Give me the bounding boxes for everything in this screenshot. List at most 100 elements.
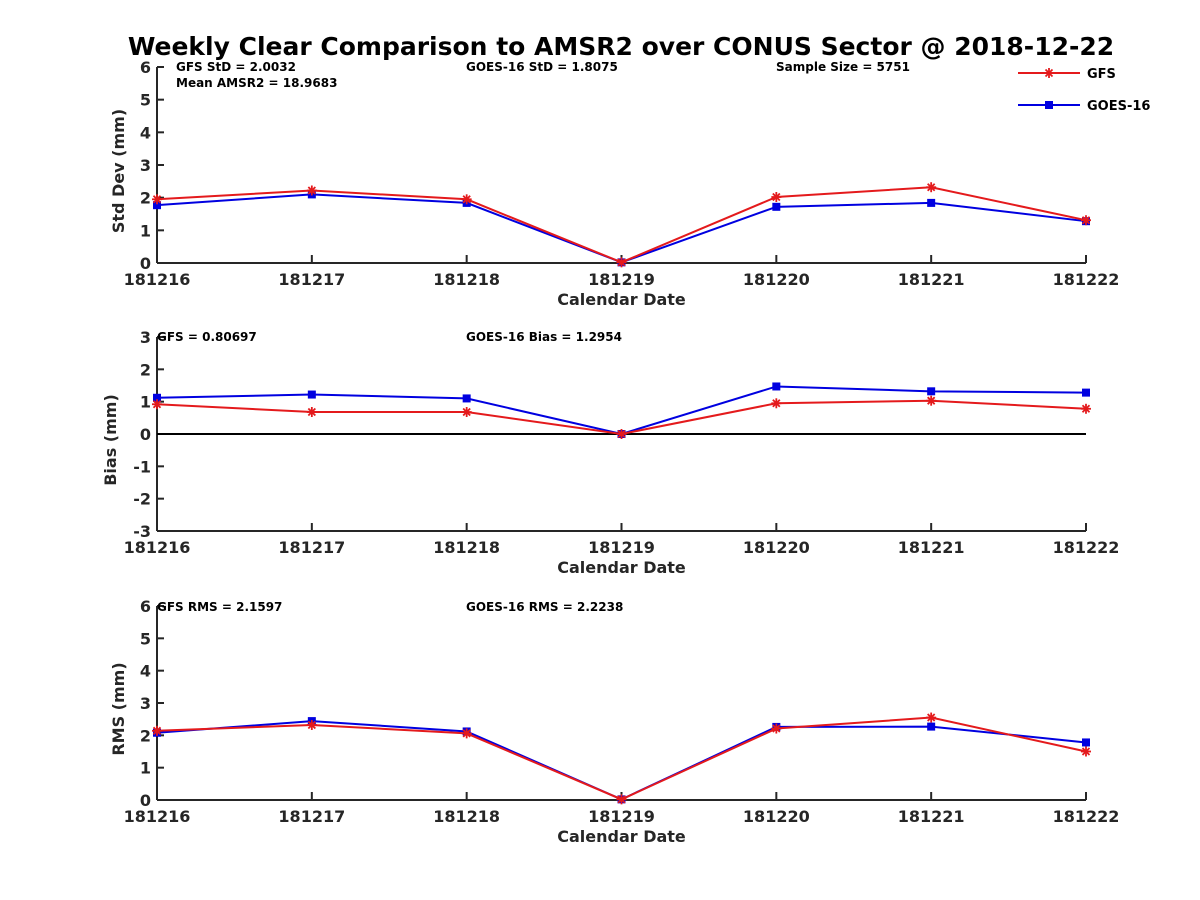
x-axis-label: Calendar Date <box>557 290 686 309</box>
y-tick-label: -3 <box>133 522 151 541</box>
data-point-gfs <box>616 429 627 439</box>
figure-title: Weekly Clear Comparison to AMSR2 over CO… <box>128 32 1114 61</box>
y-tick-label: 5 <box>140 629 151 648</box>
series-line-goes16 <box>156 193 1087 264</box>
data-point-gfs <box>926 395 937 406</box>
data-point-gfs <box>461 194 472 205</box>
data-point-goes16 <box>772 202 781 211</box>
data-point-goes16 <box>927 387 936 396</box>
panel-stddev: 0 1 2 3 4 5 6 181216 181217 181218 181219 181220 181… <box>109 58 1119 309</box>
y-tick-label: 1 <box>140 759 151 778</box>
legend-label-goes16: GOES-16 <box>1087 99 1150 114</box>
annotation-text: Sample Size = 5751 <box>776 60 910 74</box>
x-tick-label: 181221 <box>898 538 965 557</box>
annotation-text: GOES-16 RMS = 2.2238 <box>466 600 623 614</box>
x-tick-label: 181222 <box>1053 807 1120 826</box>
x-tick-label: 181222 <box>1053 538 1120 557</box>
data-point-gfs <box>771 398 782 409</box>
y-tick-label: 1 <box>140 221 151 240</box>
data-point-gfs <box>616 794 627 805</box>
y-tick-label: 0 <box>140 425 151 444</box>
y-tick-label: 2 <box>140 360 151 379</box>
y-tick-label: 0 <box>140 254 151 273</box>
data-point-gfs <box>152 399 162 410</box>
legend-label-gfs: GFS <box>1087 67 1116 82</box>
annotation-text: GFS RMS = 2.1597 <box>157 600 282 614</box>
series-line-gfs <box>156 716 1087 801</box>
y-tick-label: 6 <box>140 58 151 77</box>
y-tick-label: -1 <box>133 457 151 476</box>
data-point-gfs <box>461 407 472 418</box>
y-tick-label: 2 <box>140 726 151 745</box>
data-point-goes16 <box>772 382 781 391</box>
x-tick-label: 181218 <box>433 807 500 826</box>
series-line-gfs <box>156 186 1087 264</box>
y-tick-label: 6 <box>140 597 151 616</box>
y-tick-label: 4 <box>140 123 151 142</box>
data-point-gfs <box>306 407 317 418</box>
annotation-text: GOES-16 StD = 1.8075 <box>466 60 618 74</box>
x-tick-label: 181217 <box>278 270 345 289</box>
x-tick-label: 181218 <box>433 270 500 289</box>
x-tick-label: 181221 <box>898 807 965 826</box>
data-point-gfs <box>1081 746 1091 757</box>
x-tick-label: 181220 <box>743 538 810 557</box>
chart-panels: 0 1 2 3 4 5 6 181216 181217 181218 181219 181220 181… <box>101 58 1119 846</box>
y-axis-label: Std Dev (mm) <box>109 109 128 233</box>
y-tick-label: 4 <box>140 662 151 681</box>
data-point-gfs <box>1081 215 1091 226</box>
data-point-gfs <box>152 725 162 736</box>
legend: GFS GOES-16 <box>1018 67 1150 114</box>
annotation-text: GOES-16 Bias = 1.2954 <box>466 330 622 344</box>
data-point-gfs <box>771 723 782 734</box>
data-point-gfs <box>616 257 627 268</box>
y-tick-label: 1 <box>140 393 151 412</box>
data-point-goes16 <box>1082 738 1090 747</box>
series-line-goes16 <box>156 720 1087 801</box>
annotation-text: GFS StD = 2.0032 <box>176 60 296 74</box>
annotation-text: GFS = 0.80697 <box>157 330 257 344</box>
legend-marker-gfs-glyph <box>1044 68 1054 78</box>
data-point-gfs <box>926 712 937 723</box>
y-tick-label: -2 <box>133 490 151 509</box>
x-tick-label: 181216 <box>124 538 191 557</box>
data-point-gfs <box>461 728 472 739</box>
data-point-gfs <box>306 185 317 196</box>
x-tick-label: 181221 <box>898 270 965 289</box>
y-axis-label: RMS (mm) <box>109 662 128 755</box>
legend-marker-goes16 <box>1045 101 1053 109</box>
data-point-goes16 <box>307 390 316 399</box>
y-tick-label: 5 <box>140 91 151 110</box>
data-point-gfs <box>306 719 317 730</box>
x-tick-label: 181217 <box>278 807 345 826</box>
x-tick-label: 181222 <box>1053 270 1120 289</box>
x-axis-label: Calendar Date <box>557 558 686 577</box>
x-tick-label: 181218 <box>433 538 500 557</box>
series-line-goes16 <box>156 385 1087 436</box>
y-tick-label: 0 <box>140 791 151 810</box>
data-point-goes16 <box>927 722 936 731</box>
x-tick-label: 181216 <box>124 807 191 826</box>
x-tick-label: 181220 <box>743 270 810 289</box>
panel-bias: -3 -2 -1 0 1 2 3 181216 181217 181218 181219 181220… <box>101 328 1119 577</box>
x-tick-label: 181219 <box>588 538 655 557</box>
data-point-goes16 <box>927 198 936 207</box>
data-point-goes16 <box>462 394 471 403</box>
y-tick-label: 3 <box>140 328 151 347</box>
x-axis-label: Calendar Date <box>557 827 686 846</box>
y-tick-label: 2 <box>140 189 151 208</box>
x-tick-label: 181216 <box>124 270 191 289</box>
data-point-gfs <box>1081 403 1091 414</box>
x-tick-label: 181219 <box>588 807 655 826</box>
panel-rms: 0 1 2 3 4 5 6 181216 181217 181218 181219 181220 181… <box>109 597 1119 846</box>
x-tick-label: 181219 <box>588 270 655 289</box>
data-point-goes16 <box>1082 388 1090 397</box>
legend-marker-gfs <box>1044 68 1054 78</box>
y-axis-label: Bias (mm) <box>101 394 120 486</box>
x-tick-label: 181220 <box>743 807 810 826</box>
annotation-text: Mean AMSR2 = 18.9683 <box>176 76 337 90</box>
data-point-gfs <box>771 192 782 203</box>
y-tick-label: 3 <box>140 156 151 175</box>
data-point-gfs <box>152 194 162 205</box>
